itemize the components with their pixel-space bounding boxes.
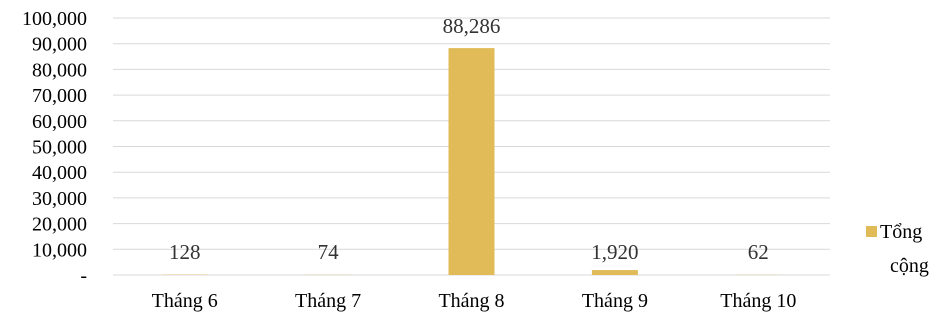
y-tick-label: 50,000: [32, 137, 87, 159]
data-label: 128: [169, 240, 201, 264]
bars: [161, 48, 782, 275]
legend-label-line-2: cộng: [890, 255, 929, 277]
legend: Tổng cộng: [866, 221, 929, 277]
y-tick-label: 70,000: [32, 85, 87, 107]
y-axis-ticks: - 10,000 20,000 30,000 40,000 50,000 60,000 70,…: [22, 8, 87, 287]
y-tick-label: 100,000: [22, 8, 87, 30]
data-label: 1,920: [591, 240, 638, 264]
x-tick-label: Tháng 9: [582, 290, 648, 312]
bar: [591, 270, 638, 275]
y-tick-label: 60,000: [32, 111, 87, 133]
legend-label-line-1: Tổng: [880, 221, 922, 243]
bar: [448, 48, 495, 275]
y-tick-label: 10,000: [32, 239, 87, 261]
y-tick-label: 20,000: [32, 214, 87, 236]
data-label: 74: [318, 240, 340, 264]
data-labels: 128 74 88,286 1,920 62: [169, 14, 769, 264]
x-tick-label: Tháng 10: [720, 290, 796, 312]
x-tick-label: Tháng 7: [295, 290, 361, 312]
y-tick-label: 90,000: [32, 34, 87, 56]
y-tick-label: 80,000: [32, 59, 87, 81]
y-tick-label: 30,000: [32, 188, 87, 210]
legend-swatch: [866, 226, 877, 237]
x-axis-ticks: Tháng 6 Tháng 7 Tháng 8 Tháng 9 Tháng 10: [152, 290, 797, 312]
y-tick-label: 40,000: [32, 162, 87, 184]
data-label: 88,286: [443, 14, 501, 38]
data-label: 62: [748, 240, 769, 264]
y-tick-label: -: [80, 265, 87, 287]
x-tick-label: Tháng 8: [438, 290, 504, 312]
x-tick-label: Tháng 6: [152, 290, 218, 312]
